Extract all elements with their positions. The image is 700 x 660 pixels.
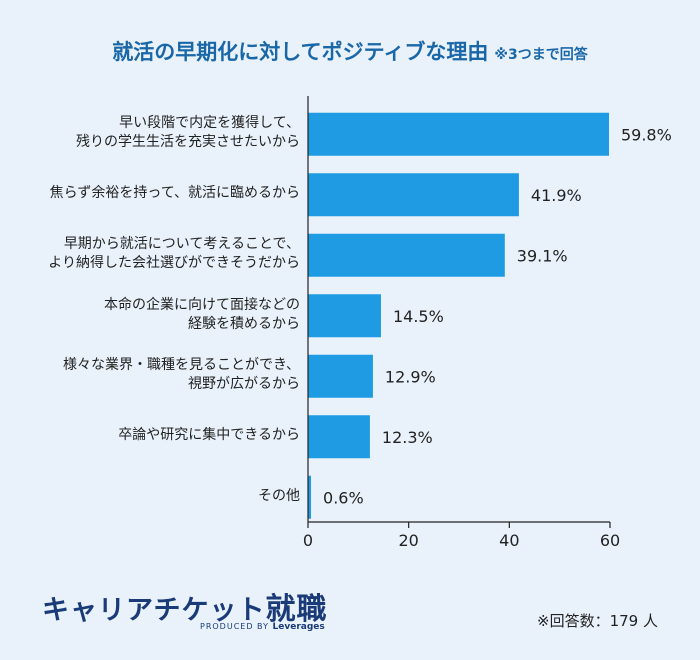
category-label-2-line-1: 焦らず余裕を持って、就活に臨めるから	[49, 185, 300, 202]
bar-3	[308, 233, 505, 277]
produced-by: PRODUCED BY Leverages	[200, 622, 325, 632]
category-label-7: その他	[10, 487, 300, 506]
chart-title-text: 就活の早期化に対してポジティブな理由	[112, 40, 489, 64]
category-label-4-line-2: 経験を積めるから	[188, 315, 300, 332]
x-tick-label-4: 60	[600, 531, 620, 550]
category-label-1: 早い段階で内定を獲得して、残りの学生生活を充実させたいから	[10, 114, 300, 152]
chart-title-note: ※3つまで回答	[494, 47, 588, 63]
value-label-3: 39.1%	[517, 246, 568, 265]
category-label-7-line-1: その他	[258, 487, 300, 504]
bar-chart: 59.8% 41.9% 39.1% 14.5% 12.9% 12.3% 0.6% 0 20 40 6…	[303, 96, 672, 550]
category-label-4-line-1: 本命の企業に向けて面接などの	[104, 296, 300, 313]
bar-2	[308, 173, 519, 217]
x-tick-label-1: 0	[303, 531, 313, 550]
value-label-6: 12.3%	[382, 428, 433, 447]
category-label-3-line-2: より納得した会社選びができそうだから	[48, 255, 300, 272]
category-label-5-line-1: 様々な業界・職種を見ることができ、	[62, 357, 300, 374]
chart-title: 就活の早期化に対してポジティブな理由 ※3つまで回答	[0, 36, 700, 66]
category-label-3: 早期から就活について考えることで、より納得した会社選びができそうだから	[10, 235, 300, 273]
category-label-4: 本命の企業に向けて面接などの経験を積めるから	[10, 296, 300, 334]
bar-1	[308, 112, 609, 156]
value-label-5: 12.9%	[385, 367, 436, 386]
category-label-6-line-1: 卒論や研究に集中できるから	[118, 427, 300, 444]
category-label-5: 様々な業界・職種を見ることができ、視野が広がるから	[10, 356, 300, 394]
produced-by-label: PRODUCED BY	[200, 622, 269, 631]
bar-7	[308, 475, 312, 519]
x-tick-label-2: 20	[398, 531, 418, 550]
category-label-2: 焦らず余裕を持って、就活に臨めるから	[10, 184, 300, 203]
bar-6	[308, 415, 370, 459]
brand-logo-main: キャリアチケット	[42, 595, 266, 626]
value-label-7: 0.6%	[323, 488, 364, 507]
category-label-6: 卒論や研究に集中できるから	[10, 426, 300, 445]
produced-by-company: Leverages	[272, 622, 325, 632]
bar-5	[308, 354, 373, 398]
brand-logo-accent: 就職	[265, 592, 328, 627]
value-label-4: 14.5%	[393, 307, 444, 326]
category-label-3-line-1: 早期から就活について考えることで、	[63, 236, 300, 253]
x-tick-label-3: 40	[499, 531, 519, 550]
category-label-1-line-2: 残りの学生生活を充実させたいから	[76, 134, 300, 151]
category-label-5-line-2: 視野が広がるから	[188, 376, 300, 393]
category-label-1-line-1: 早い段階で内定を獲得して、	[119, 115, 300, 132]
value-label-1: 59.8%	[621, 125, 672, 144]
brand-logo: キャリアチケット就職	[42, 584, 327, 628]
bar-4	[308, 294, 381, 338]
value-label-2: 41.9%	[531, 186, 582, 205]
respondent-count: ※回答数：179 人	[537, 612, 658, 630]
